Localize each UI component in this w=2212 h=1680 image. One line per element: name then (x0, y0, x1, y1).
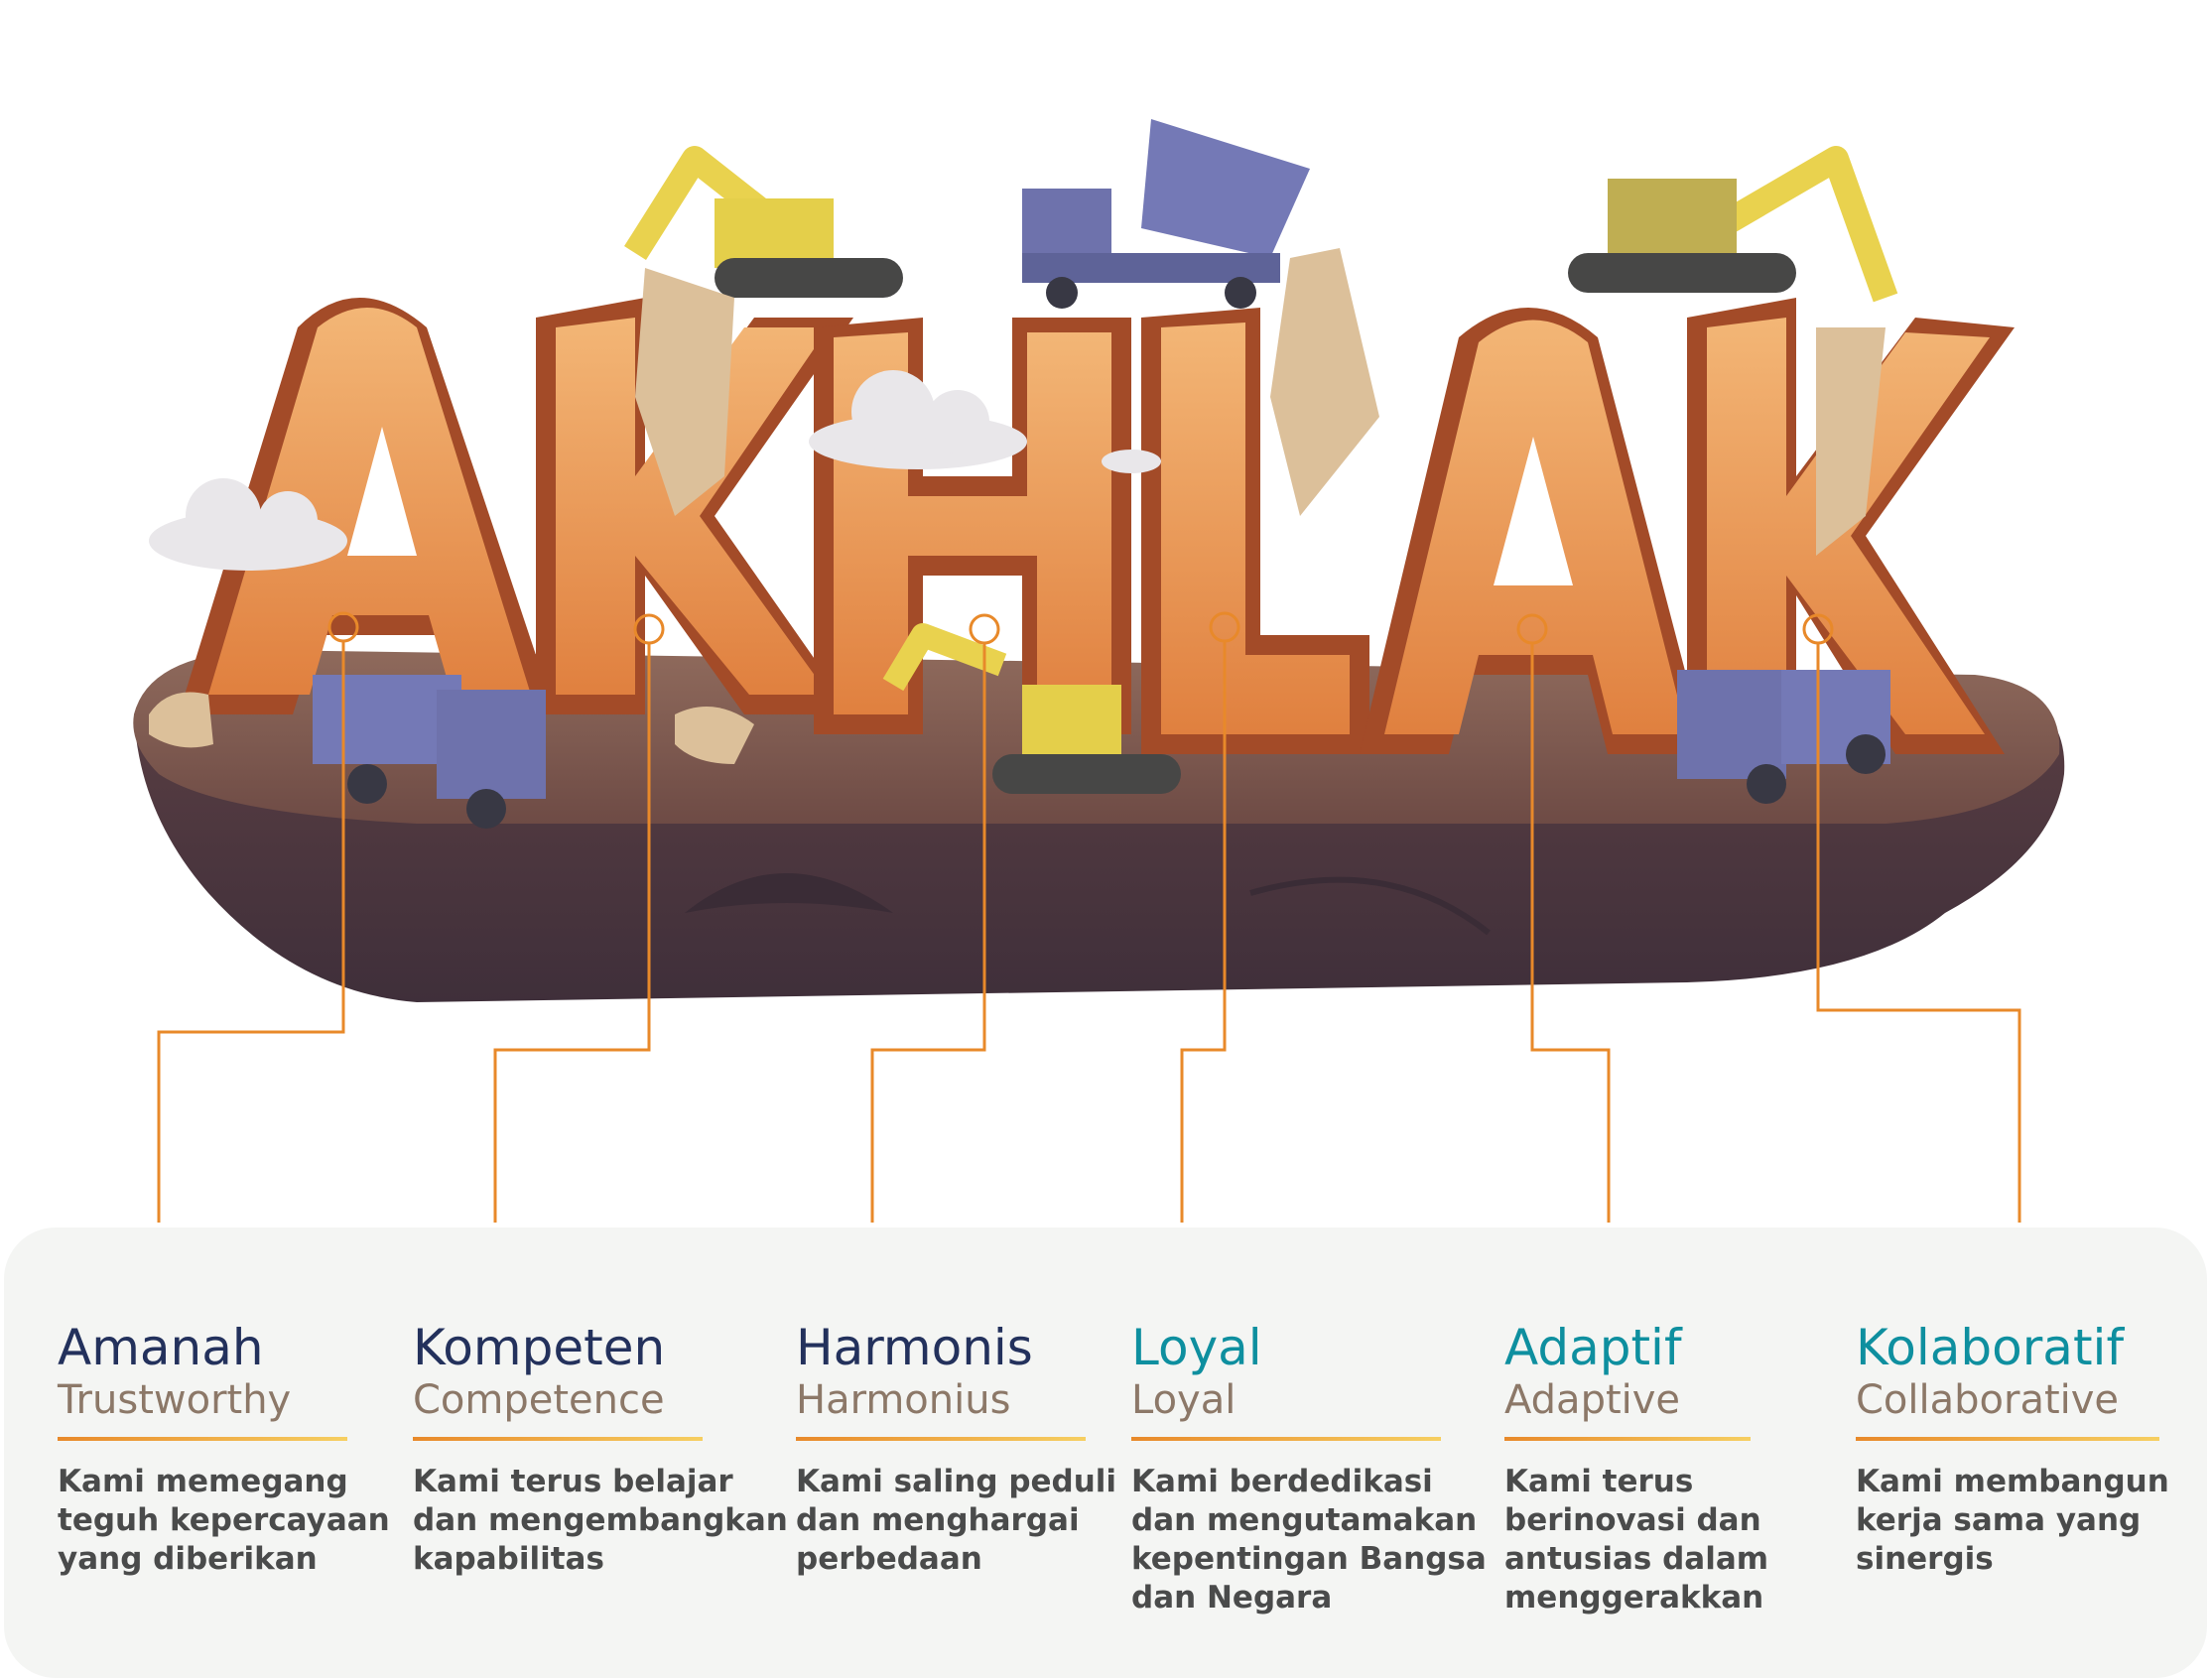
value-card-kolaboratif: Kolaboratif Collaborative Kami membangun… (1856, 1319, 2169, 1579)
description-line: menggerakkan (1504, 1580, 1764, 1615)
value-rule (1131, 1437, 1441, 1441)
description-line: antusias dalam (1504, 1541, 1769, 1577)
description-line: Kami memegang (58, 1464, 348, 1499)
value-rule (413, 1437, 703, 1441)
description-line: sinergis (1856, 1541, 1994, 1577)
description-line: Kami berdedikasi (1131, 1464, 1433, 1499)
value-card-kompeten: Kompeten Competence Kami terus belajar d… (413, 1319, 788, 1579)
description-line: dan Negara (1131, 1580, 1333, 1615)
value-title: Adaptif (1504, 1319, 1682, 1376)
cloud-left (149, 478, 347, 571)
description-line: berinovasi dan (1504, 1502, 1761, 1538)
description-line: Kami membangun (1856, 1464, 2169, 1499)
value-description: Kami memegang teguh kepercayaan yang dib… (58, 1463, 390, 1579)
values-panel (4, 1228, 2207, 1678)
excavator-top-right (1568, 146, 1898, 303)
value-card-loyal: Loyal Loyal Kami berdedikasi dan menguta… (1131, 1319, 1487, 1617)
description-line: Kami saling peduli (796, 1464, 1117, 1499)
value-description: Kami saling peduli dan menghargai perbed… (796, 1463, 1117, 1579)
description-line: yang diberikan (58, 1541, 318, 1577)
value-subtitle: Harmonius (796, 1377, 1011, 1423)
value-title: Harmonis (796, 1319, 1033, 1376)
description-line: teguh kepercayaan (58, 1502, 390, 1538)
letter-a-first (179, 298, 556, 714)
cloud-center (809, 370, 1161, 473)
description-line: dan menghargai (796, 1502, 1080, 1538)
value-description: Kami membangun kerja sama yang sinergis (1856, 1463, 2169, 1579)
value-description: Kami berdedikasi dan mengutamakan kepent… (1131, 1463, 1487, 1617)
value-description: Kami terus belajar dan mengembangkan kap… (413, 1463, 788, 1579)
value-description: Kami terus berinovasi dan antusias dalam… (1504, 1463, 1769, 1617)
description-line: dan mengutamakan (1131, 1502, 1478, 1538)
description-line: kapabilitas (413, 1541, 604, 1577)
description-line: dan mengembangkan (413, 1502, 788, 1538)
excavator-top-left (624, 146, 903, 298)
value-title: Loyal (1131, 1319, 1262, 1376)
value-card-amanah: Amanah Trustworthy Kami memegang teguh k… (58, 1319, 390, 1579)
value-rule (1504, 1437, 1751, 1441)
value-rule (796, 1437, 1086, 1441)
value-card-harmonis: Harmonis Harmonius Kami saling peduli da… (796, 1319, 1117, 1579)
description-line: kerja sama yang (1856, 1502, 2142, 1538)
value-title: Kolaboratif (1856, 1319, 2125, 1376)
letter-a-second (1360, 308, 1707, 754)
value-title: Kompeten (413, 1319, 666, 1376)
value-subtitle: Loyal (1131, 1377, 1236, 1423)
value-subtitle: Adaptive (1504, 1377, 1681, 1423)
rubble-rocks (149, 248, 1886, 764)
excavator-center (882, 623, 1181, 794)
description-line: kepentingan Bangsa (1131, 1541, 1487, 1577)
akhlak-illustration (133, 119, 2065, 1002)
value-rule (58, 1437, 347, 1441)
description-line: Kami terus (1504, 1464, 1694, 1499)
value-card-adaptif: Adaptif Adaptive Kami terus berinovasi d… (1504, 1319, 1769, 1617)
dump-truck-top (1022, 119, 1310, 309)
value-subtitle: Collaborative (1856, 1377, 2120, 1423)
letter-k-first (536, 298, 853, 714)
description-line: perbedaan (796, 1541, 982, 1577)
value-title: Amanah (58, 1319, 264, 1376)
description-line: Kami terus belajar (413, 1464, 733, 1499)
value-subtitle: Competence (413, 1377, 665, 1423)
value-subtitle: Trustworthy (58, 1377, 292, 1423)
value-rule (1856, 1437, 2159, 1441)
